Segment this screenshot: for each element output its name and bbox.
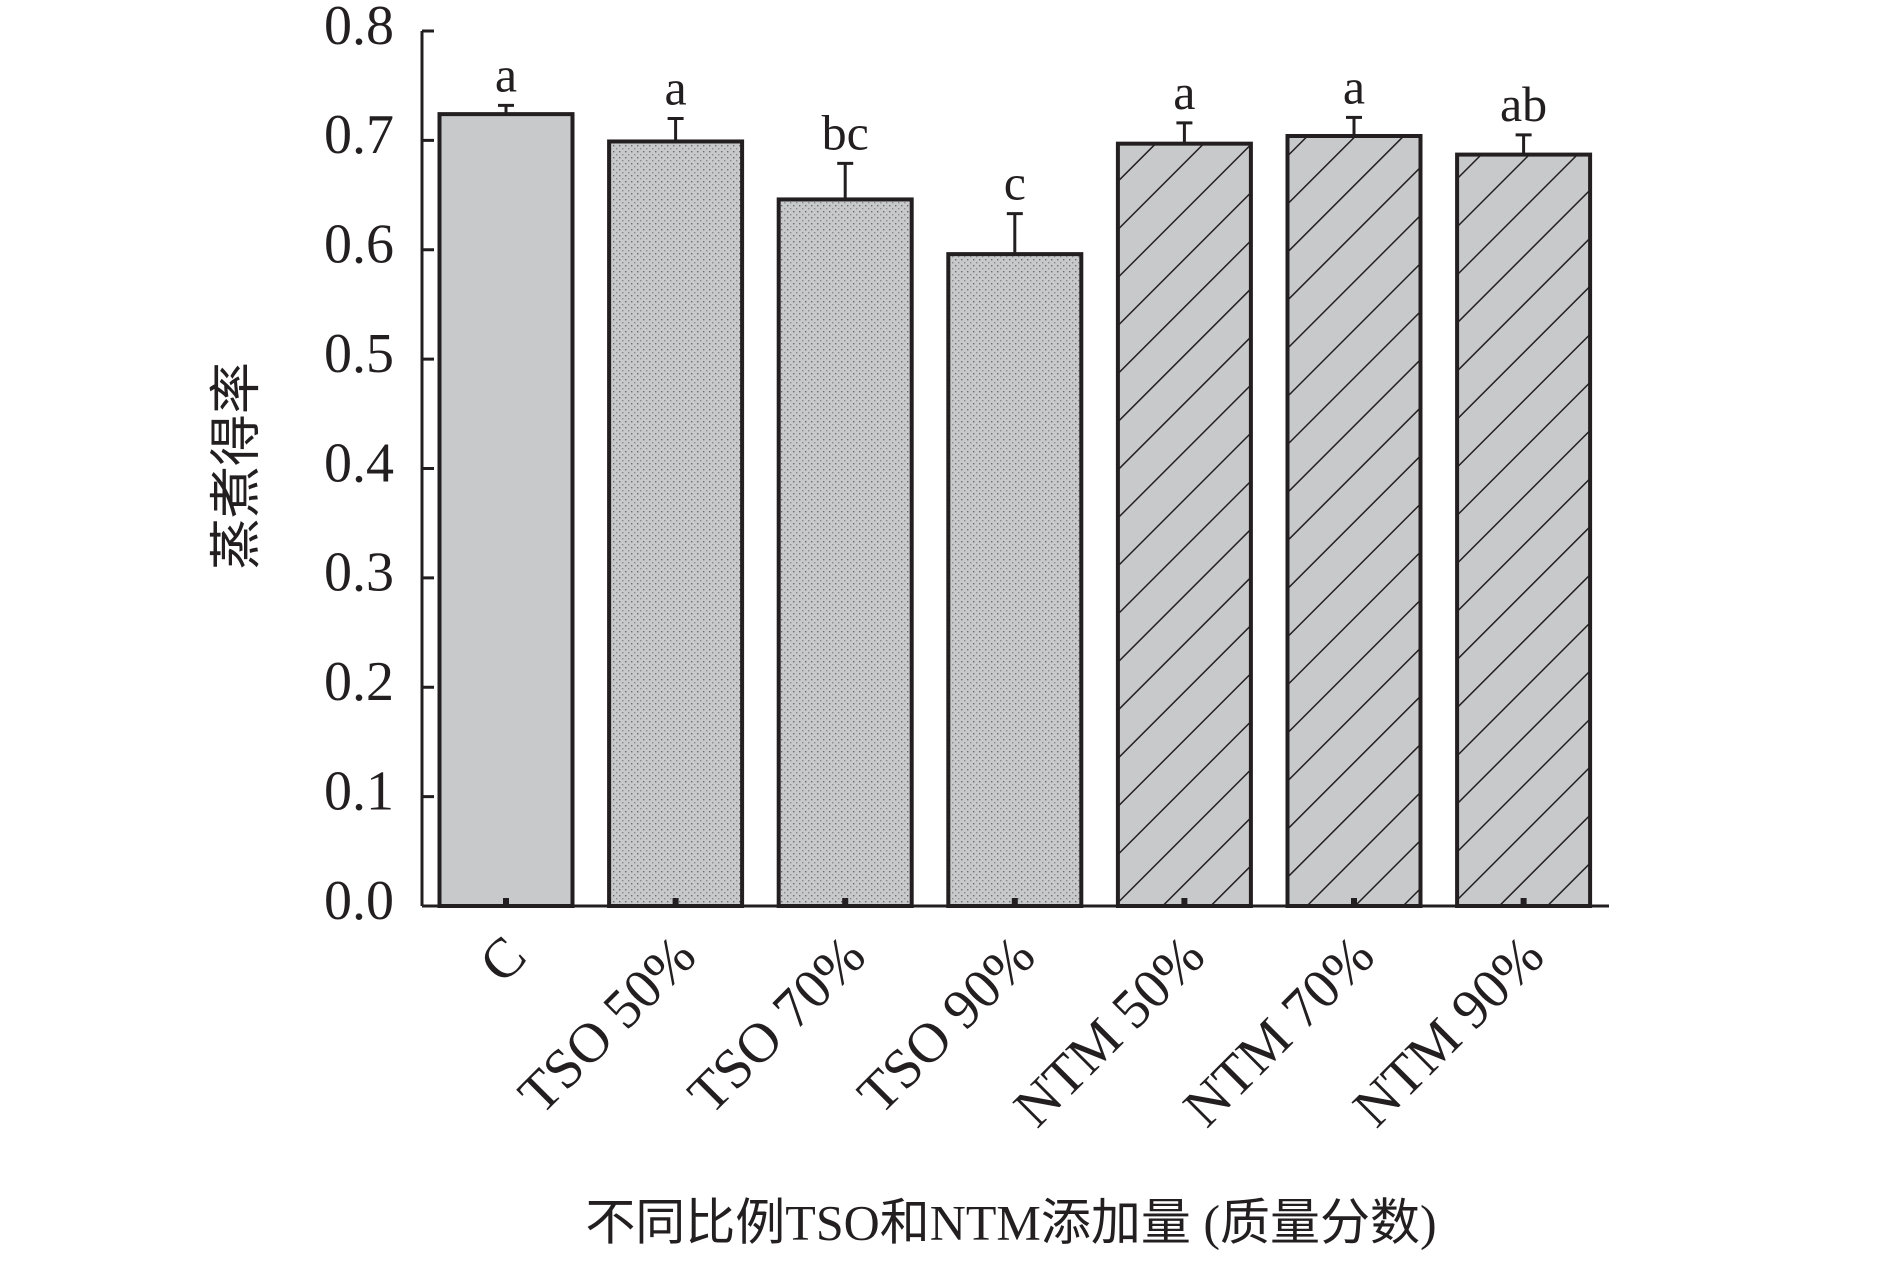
- x-tick-label: TSO 70%: [676, 924, 877, 1125]
- y-tick-label: 0.3: [324, 542, 394, 604]
- y-tick-label: 0.0: [324, 870, 394, 932]
- y-tick-label: 0.5: [324, 323, 394, 385]
- y-tick-label: 0.7: [324, 104, 394, 166]
- y-tick-label: 0.6: [324, 214, 394, 276]
- significance-label: a: [1173, 64, 1195, 120]
- bar: [946, 252, 1084, 908]
- significance-label: bc: [822, 104, 869, 160]
- x-tick: [1351, 898, 1357, 906]
- x-tick: [1181, 898, 1188, 906]
- x-tick: [672, 898, 679, 906]
- bar: [607, 139, 745, 908]
- significance-label: ab: [1500, 76, 1547, 132]
- bar: [437, 112, 575, 908]
- significance-label: c: [1004, 155, 1026, 211]
- x-tick: [1520, 898, 1527, 906]
- y-tick-label: 0.2: [324, 651, 394, 713]
- x-tick: [842, 898, 849, 906]
- x-axis-label: 不同比例TSO和NTM添加量 (质量分数): [585, 1194, 1436, 1250]
- bar: [1285, 134, 1423, 908]
- y-tick-label: 0.1: [324, 760, 394, 822]
- significance-label: a: [664, 60, 686, 116]
- significance-label: a: [495, 46, 517, 102]
- x-tick: [503, 898, 509, 906]
- x-tick: [1011, 898, 1018, 906]
- y-tick-label: 0.8: [324, 0, 394, 57]
- y-tick-label: 0.4: [324, 432, 394, 494]
- bar: [1455, 152, 1593, 908]
- x-tick-label: TSO 50%: [507, 924, 708, 1125]
- significance-label: a: [1343, 58, 1365, 114]
- y-axis-label: 蒸煮得率: [209, 362, 266, 570]
- x-tick-label: C: [468, 924, 538, 994]
- bar: [776, 197, 914, 908]
- bar: [1115, 141, 1253, 908]
